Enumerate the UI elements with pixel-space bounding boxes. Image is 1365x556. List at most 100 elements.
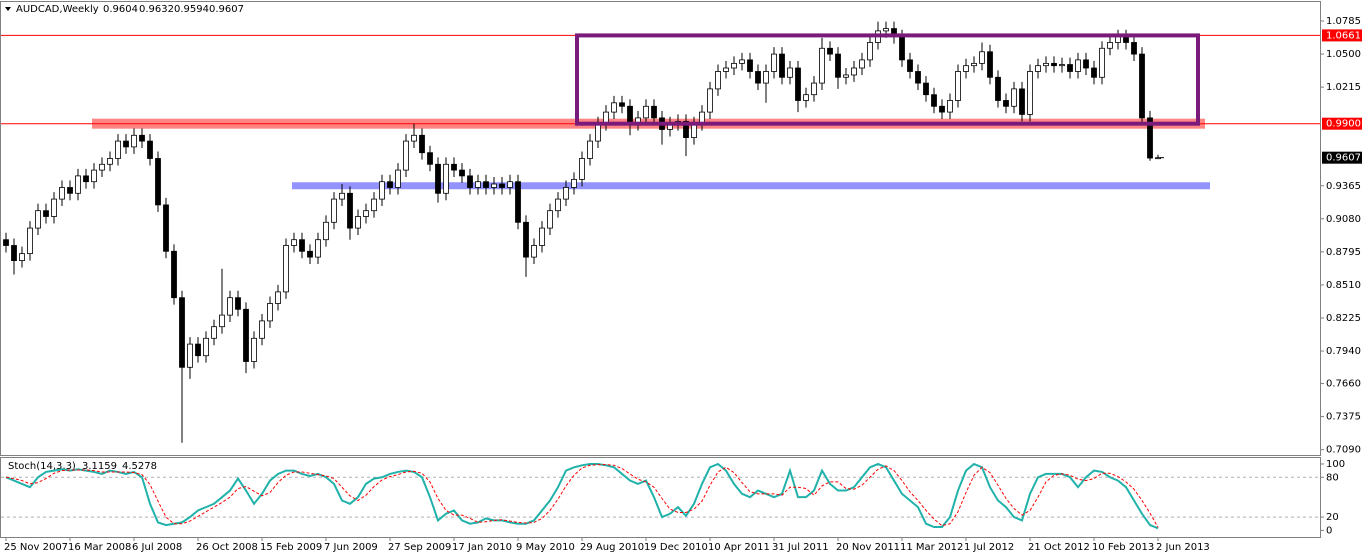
candle-body — [43, 210, 49, 217]
candle-body — [587, 140, 593, 159]
candle-body — [1051, 62, 1057, 67]
y-tick-label: 100 — [1326, 459, 1345, 470]
candle-body — [819, 47, 825, 84]
candle-body — [339, 192, 345, 200]
candle-body — [251, 337, 257, 362]
y-tick-label: 0.8510 — [1326, 280, 1361, 291]
candle-body — [963, 65, 969, 72]
price-label-bg — [1322, 117, 1362, 130]
candle-body — [67, 187, 73, 194]
x-tick-label: 2 Jun 2013 — [1156, 542, 1210, 553]
candle-body — [1115, 36, 1121, 43]
candle-body — [899, 36, 905, 61]
candle-body — [995, 76, 1001, 101]
candle-body — [203, 337, 209, 357]
support-band — [292, 182, 1210, 190]
candle-body — [427, 152, 433, 165]
y-tick-label: 0.7090 — [1326, 445, 1361, 456]
candle-body — [1099, 47, 1105, 78]
x-tick-label: 31 Jul 2011 — [772, 542, 829, 553]
header-open: 0.9604 — [103, 4, 138, 15]
candle-body — [579, 158, 585, 180]
candle-body — [987, 51, 993, 78]
x-tick-label: 15 Feb 2009 — [260, 542, 322, 553]
candle-body — [3, 239, 9, 246]
candle-body — [1019, 88, 1025, 115]
candle-body — [27, 227, 33, 255]
range-box — [575, 33, 1200, 126]
x-tick-label: 17 Jan 2010 — [452, 542, 512, 553]
candle-body — [107, 158, 113, 165]
current-price-bg — [1322, 151, 1362, 164]
y-tick-label: 0.7940 — [1326, 346, 1361, 357]
candle-body — [219, 314, 225, 328]
candle-body — [139, 134, 145, 142]
candle-body — [979, 51, 985, 64]
candle-body — [395, 169, 401, 188]
candle-body — [11, 245, 17, 261]
candle-body — [83, 175, 89, 183]
candle-body — [779, 53, 785, 78]
candle-body — [163, 204, 169, 252]
candle-body — [1027, 71, 1033, 115]
candle-body — [627, 105, 633, 125]
candle-body — [347, 192, 353, 229]
x-tick-label: 10 Apr 2011 — [708, 542, 770, 553]
y-tick-label: 0.9365 — [1326, 181, 1361, 192]
x-tick-label: 25 Nov 2007 — [4, 542, 68, 553]
candle-body — [363, 210, 369, 217]
candle-body — [851, 67, 857, 76]
candle-body — [267, 303, 273, 322]
candle-body — [227, 297, 233, 316]
candle-body — [1003, 100, 1009, 107]
x-tick-label: 20 Nov 2011 — [836, 542, 900, 553]
candle-body — [299, 239, 305, 252]
candle-body — [755, 71, 761, 84]
candle-body — [379, 181, 385, 200]
candle-body — [331, 198, 337, 223]
candle-body — [923, 82, 929, 96]
candle-body — [827, 47, 833, 55]
y-tick-label: 0.8225 — [1326, 313, 1361, 324]
candle-body — [371, 198, 377, 212]
current-price-label: 0.9607 — [1326, 153, 1361, 164]
y-tick-label: 1.0500 — [1326, 49, 1361, 60]
candle-body — [523, 221, 529, 258]
candle-body — [155, 158, 161, 206]
x-tick-label: 19 Dec 2010 — [644, 542, 708, 553]
candle-body — [611, 102, 617, 113]
x-tick-label: 7 Jun 2009 — [324, 542, 378, 553]
candle-body — [451, 163, 457, 171]
candle-body — [1147, 117, 1153, 159]
candle-body — [51, 198, 57, 217]
candle-body — [419, 134, 425, 154]
candle-body — [211, 326, 217, 339]
x-tick-label: 11 Mar 2012 — [900, 542, 963, 553]
candle-body — [539, 227, 545, 246]
candle-body — [355, 216, 361, 229]
y-tick-label: 1.0785 — [1326, 16, 1361, 27]
candle-body — [843, 74, 849, 78]
y-tick-label: 20 — [1326, 512, 1339, 523]
candle-body — [787, 67, 793, 78]
candle-body — [443, 163, 449, 194]
header-low: 0.9594 — [174, 4, 209, 15]
y-tick-label: 0.8795 — [1326, 247, 1361, 258]
x-tick-label: 16 Mar 2008 — [68, 542, 131, 553]
candle-body — [931, 94, 937, 107]
candle-body — [691, 123, 697, 139]
candle-body — [571, 178, 577, 188]
candle-body — [811, 82, 817, 96]
price-label: 0.9900 — [1326, 119, 1361, 130]
stoch-panel-frame — [0, 457, 1321, 538]
candle-body — [459, 169, 465, 177]
candle-body — [75, 175, 81, 194]
signal-line — [5, 464, 1159, 528]
candle-body — [1059, 64, 1065, 67]
y-tick-label: 80 — [1326, 472, 1339, 483]
x-tick-label: 26 Oct 2008 — [196, 542, 258, 553]
candle-body — [483, 181, 489, 188]
candle-body — [1091, 67, 1097, 78]
candle-body — [179, 297, 185, 368]
candle-body — [547, 210, 553, 229]
